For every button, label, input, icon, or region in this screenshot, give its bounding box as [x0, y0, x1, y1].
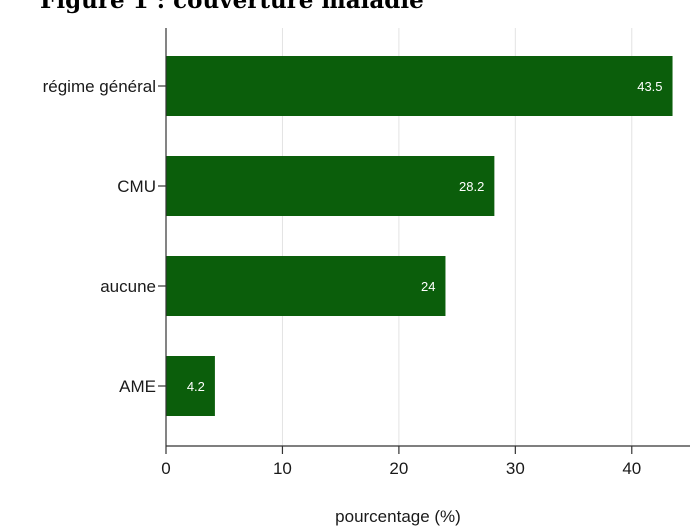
bar-aucune: [166, 256, 446, 316]
category-label-cmu: CMU: [117, 177, 156, 196]
category-labels: régime général CMU aucune AME: [43, 77, 166, 396]
category-label-aucune: aucune: [100, 277, 156, 296]
category-label-regime-general: régime général: [43, 77, 156, 96]
chart-title: Figure 1 : couverture maladie: [40, 0, 424, 14]
x-axis-title: pourcentage (%): [335, 507, 461, 526]
bar-regime-general: [166, 56, 673, 116]
x-tick-label-30: 30: [506, 459, 525, 478]
bars: 43.5 28.2 24 4.2: [166, 56, 673, 416]
x-tick-label-0: 0: [161, 459, 170, 478]
x-tick-label-10: 10: [273, 459, 292, 478]
category-label-ame: AME: [119, 377, 156, 396]
value-label-aucune: 24: [421, 279, 435, 294]
x-tick-label-40: 40: [622, 459, 641, 478]
bar-cmu: [166, 156, 495, 216]
x-tick-label-20: 20: [389, 459, 408, 478]
bar-ame: [166, 356, 215, 416]
value-label-ame: 4.2: [187, 379, 205, 394]
x-axis-ticks: 0 10 20 30 40: [161, 446, 641, 478]
value-label-regime-general: 43.5: [637, 79, 662, 94]
value-label-cmu: 28.2: [459, 179, 484, 194]
